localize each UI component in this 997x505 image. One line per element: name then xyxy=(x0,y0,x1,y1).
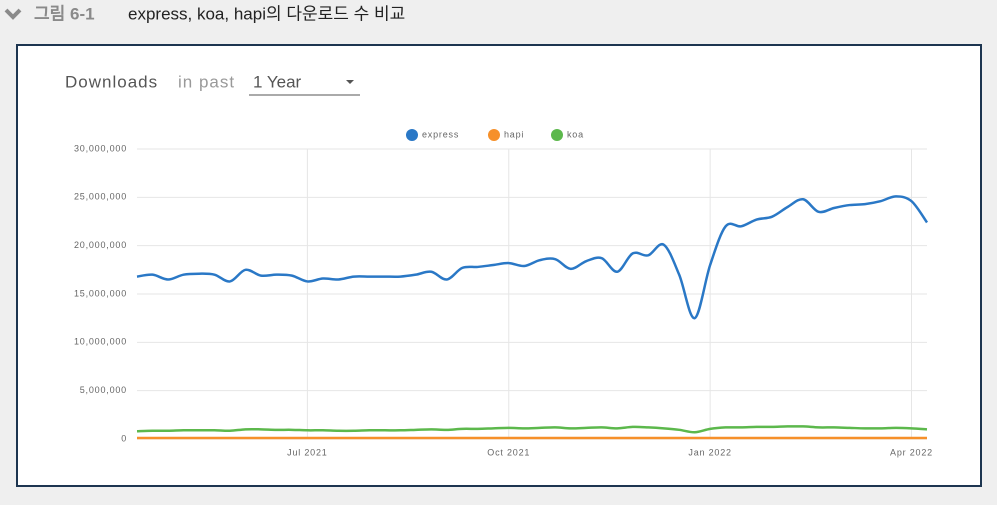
x-tick-label: Jul 2021 xyxy=(287,447,327,457)
x-tick-label: Apr 2022 xyxy=(890,447,933,457)
period-select[interactable]: 1 Year xyxy=(253,72,302,91)
select-arrow[interactable] xyxy=(346,80,354,84)
legend-label: hapi xyxy=(504,129,524,139)
series-line xyxy=(136,195,929,320)
x-tick-label: Oct 2021 xyxy=(487,447,530,457)
legend-label: koa xyxy=(567,129,584,139)
y-tick-label: 5,000,000 xyxy=(80,385,127,395)
chart-frame xyxy=(16,44,982,487)
x-tick-label: Jan 2022 xyxy=(688,447,731,457)
series-line xyxy=(136,425,928,434)
legend-swatch xyxy=(488,129,500,141)
legend-swatch xyxy=(406,129,418,141)
y-tick-label: 10,000,000 xyxy=(74,337,127,347)
legend-label: express xyxy=(422,129,459,139)
y-tick-label: 30,000,000 xyxy=(74,143,127,153)
figure-caption: express, koa, hapi의 다운로드 수 비교 xyxy=(128,4,405,23)
legend-swatch xyxy=(551,129,563,141)
collapse-icon[interactable] xyxy=(4,8,22,20)
y-tick-label: 15,000,000 xyxy=(74,288,127,298)
y-tick-label: 0 xyxy=(121,433,127,443)
figure-label: 그림 6-1 xyxy=(34,4,95,23)
chart-title: Downloads xyxy=(65,72,158,91)
chart-title-suffix: in past xyxy=(178,72,235,91)
y-tick-label: 20,000,000 xyxy=(74,240,127,250)
y-tick-label: 25,000,000 xyxy=(74,192,127,202)
